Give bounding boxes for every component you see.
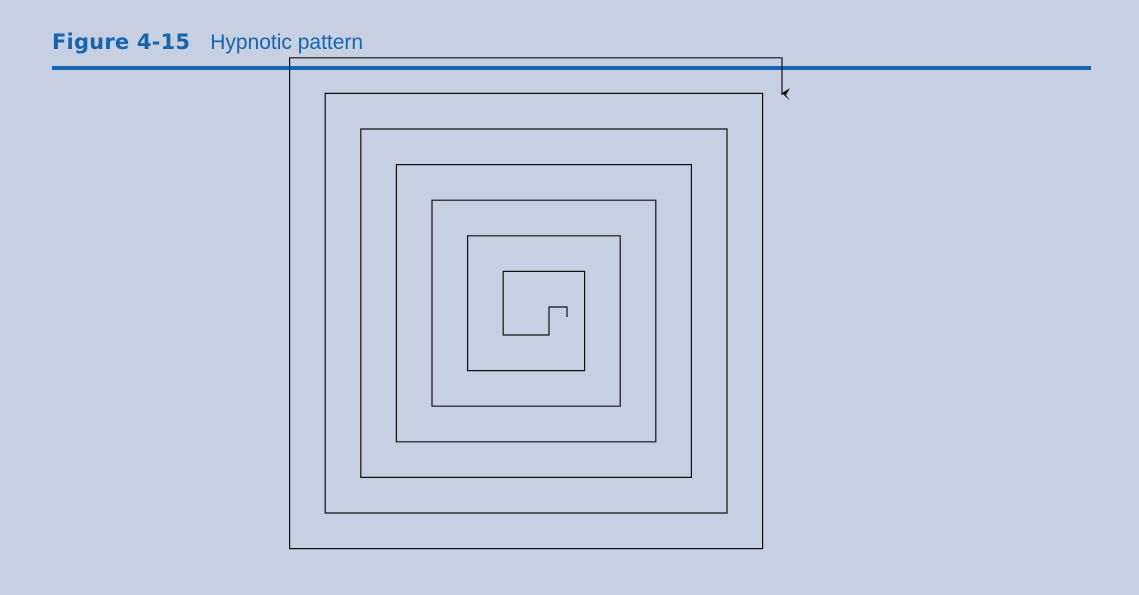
turtle-arrow-icon <box>782 88 790 101</box>
figure-number: Figure 4-15 <box>52 30 191 54</box>
figure-title: Figure 4-15 Hypnotic pattern <box>52 30 363 60</box>
spiral-path <box>289 57 783 550</box>
title-rule <box>52 66 1091 70</box>
figure-caption: Hypnotic pattern <box>210 31 364 54</box>
